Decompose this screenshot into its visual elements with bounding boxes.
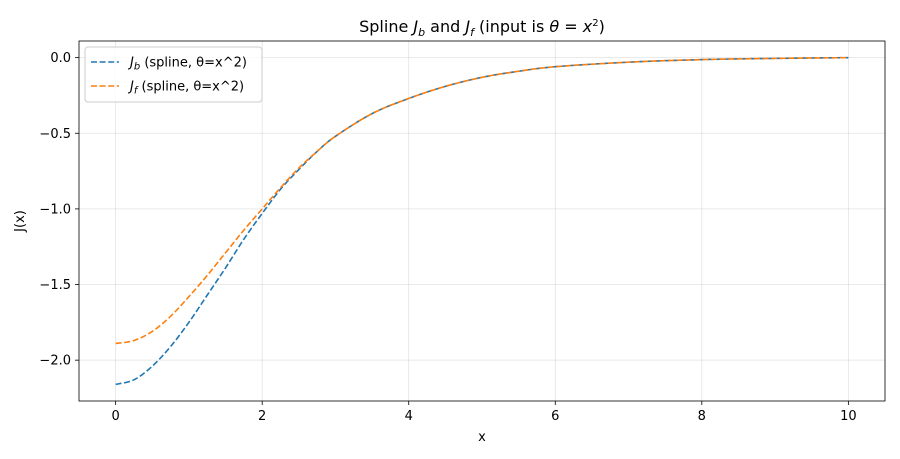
legend: Jb (spline, θ=x^2) Jf (spline, θ=x^2) [84, 46, 263, 103]
y-tick-label: −2.0 [39, 354, 71, 369]
series-layer [115, 56, 849, 386]
x-tick-label: 8 [698, 409, 706, 424]
x-tick-label: 6 [551, 409, 559, 424]
x-axis-ticks: 0 2 4 6 8 10 [111, 401, 857, 424]
y-tick-label: −1.0 [39, 202, 71, 217]
legend-frame [84, 46, 263, 103]
x-tick-label: 0 [111, 409, 119, 424]
y-axis-label: J(x) [13, 210, 28, 233]
y-tick-label: −0.5 [39, 127, 71, 142]
y-tick-label: −1.5 [39, 278, 71, 293]
x-tick-label: 4 [405, 409, 413, 424]
y-axis-ticks: 0.0 −0.5 −1.0 −1.5 −2.0 [39, 51, 79, 369]
x-tick-label: 2 [258, 409, 266, 424]
chart-title: Spline Jb and Jf (input is θ = x2) [359, 17, 605, 39]
plot-frame [78, 40, 886, 402]
x-axis-label: x [478, 430, 486, 445]
x-tick-label: 10 [840, 409, 857, 424]
series-line-b [115, 56, 849, 386]
legend-label-b: Jb (spline, θ=x^2) [127, 56, 247, 73]
legend-label-f: Jf (spline, θ=x^2) [127, 80, 244, 97]
series-line-f [115, 56, 849, 345]
y-tick-label: 0.0 [50, 51, 71, 66]
